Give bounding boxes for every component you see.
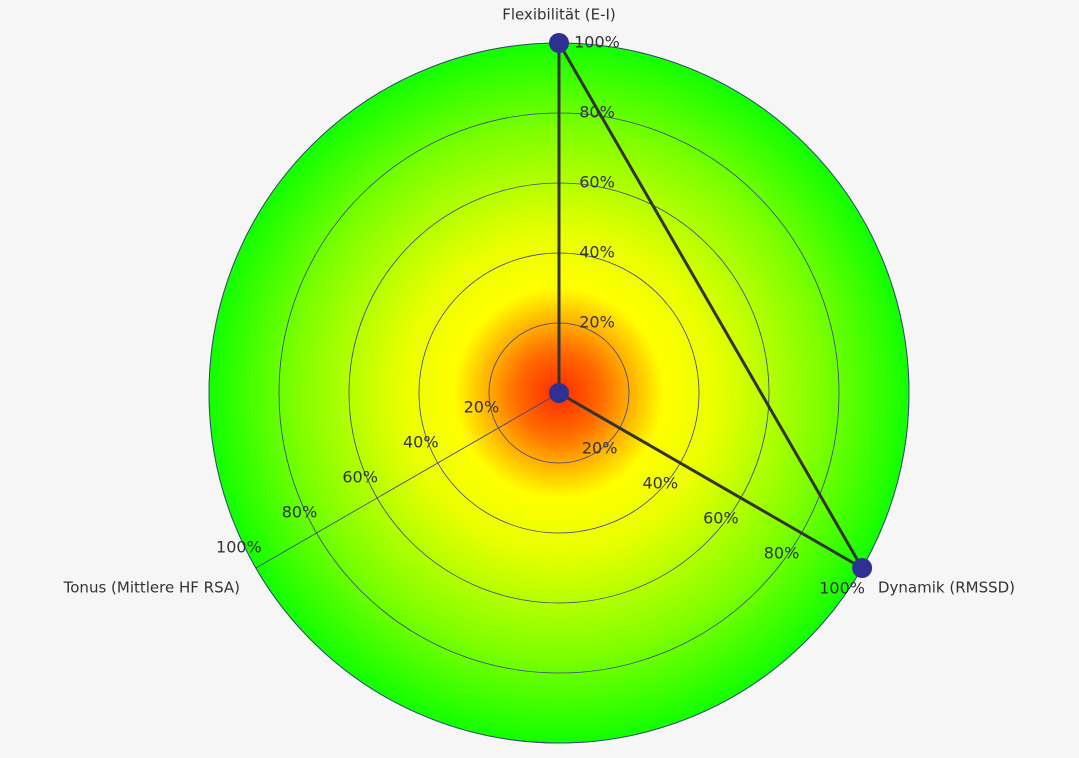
data-point [852,558,873,578]
r-tick-label: 40% [642,474,678,493]
axis-label: Flexibilität (E-I) [502,6,616,24]
axis-label: Tonus (Mittlere HF RSA) [63,579,240,597]
r-tick-label: 20% [582,439,618,458]
r-tick-label: 100% [819,579,865,598]
r-tick-label: 100% [216,538,262,557]
r-tick-label: 80% [764,544,800,563]
data-point [549,33,569,53]
r-tick-label: 40% [403,433,439,452]
data-point [549,383,569,403]
r-tick-label: 20% [464,398,500,417]
r-tick-label: 60% [703,509,739,528]
r-tick-label: 100% [574,33,620,52]
r-tick-label: 80% [579,103,615,122]
r-tick-label: 60% [579,173,615,192]
data-polygon [557,37,867,573]
labels: 20% 40% 60% 80% 100% 20% 40% 60% 80% 100% 20% 40% 60… [63,6,1015,598]
r-tick-label: 20% [579,313,615,332]
r-tick-label: 80% [282,503,318,522]
r-tick-label: 40% [579,243,615,262]
axis-label: Dynamik (RMSSD) [878,579,1015,597]
r-tick-label: 60% [342,468,378,487]
marks [549,33,873,578]
axis-spoke [255,392,560,569]
